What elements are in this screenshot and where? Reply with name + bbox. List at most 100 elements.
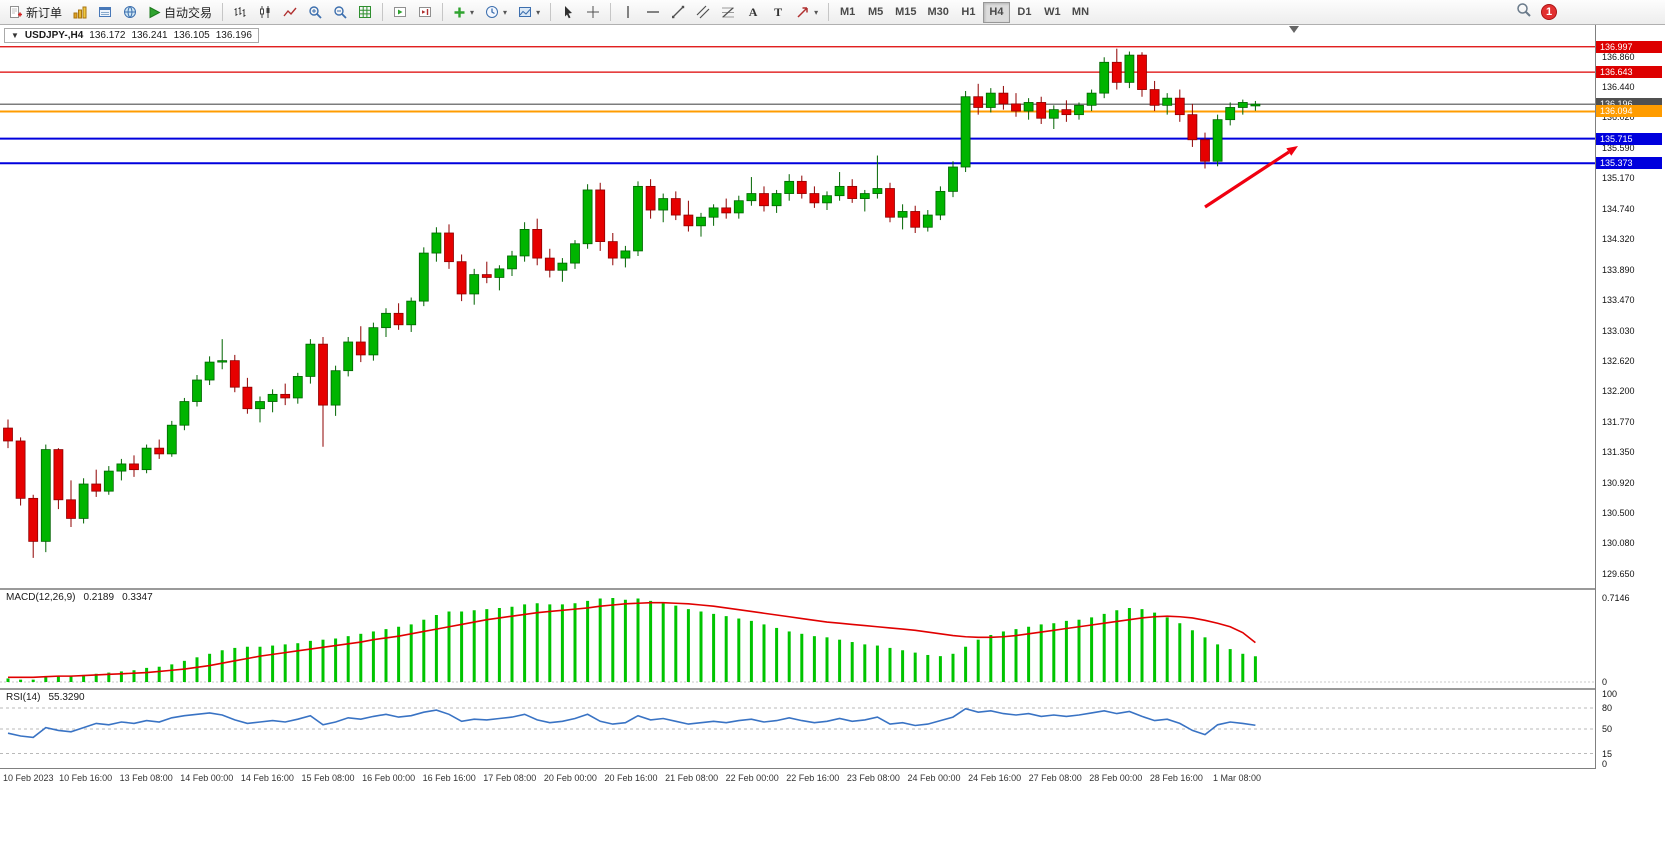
time-axis-label: 21 Feb 08:00 [665,773,719,783]
crosshair-button[interactable] [581,2,605,23]
bar-chart-icon [233,5,247,19]
macd-label: MACD(12,26,9) 0.2189 0.3347 [6,592,153,603]
text-tool-button[interactable]: A [741,2,765,23]
price-axis-label: 134.740 [1602,203,1635,214]
arrow-tool-icon [796,5,810,19]
chevron-down-icon: ▾ [814,7,819,17]
rsi-panel-canvas[interactable] [0,690,1595,768]
channel-button[interactable] [691,2,715,23]
horizontal-line-button[interactable] [641,2,665,23]
rsi-name: RSI(14) [6,692,41,703]
indicator-plus-icon [453,6,466,19]
zoom-out-button[interactable] [328,2,352,23]
template-image-icon [518,5,532,19]
timeframe-h1-button[interactable]: H1 [955,2,982,23]
timeframe-group: M1 M5 M15 M30 H1 H4 D1 W1 MN [834,1,1094,23]
time-axis-label: 20 Feb 00:00 [543,773,597,783]
toolbar-separator [382,3,384,21]
auto-trading-button[interactable]: 自动交易 [143,2,217,23]
chevron-down-icon: ▾ [470,7,475,17]
label-tool-icon: T [774,4,783,19]
macd-axis-label: 0 [1602,677,1608,687]
fibonacci-button[interactable] [716,2,740,23]
time-axis[interactable]: 10 Feb 2023 10 Feb 16:00 13 Feb 08:00 14 Fe… [0,770,1595,790]
notification-badge[interactable]: 1 [1541,4,1557,20]
strategy-tester-icon [123,5,137,19]
price-tag: 135.715 [1596,132,1662,145]
vertical-line-button[interactable] [616,2,640,23]
toolbar-separator [222,3,224,21]
price-tag: 136.997 [1596,40,1662,53]
price-axis-label: 133.890 [1602,264,1635,275]
market-watch-icon [73,5,87,19]
time-axis-label: 28 Feb 16:00 [1149,773,1203,783]
timeframe-m5-button[interactable]: M5 [862,2,889,23]
rsi-label: RSI(14) 55.3290 [6,692,85,703]
timeframe-d1-button[interactable]: D1 [1011,2,1038,23]
time-axis-label: 15 Feb 08:00 [301,773,355,783]
price-axis-label: 135.590 [1602,142,1635,153]
data-window-button[interactable] [93,2,117,23]
time-axis-label: 14 Feb 16:00 [240,773,294,783]
line-chart-button[interactable] [278,2,302,23]
chart-shift-icon [418,5,432,19]
main-chart-canvas[interactable] [0,25,1595,588]
timeframe-h4-button[interactable]: H4 [982,1,1010,23]
macd-name: MACD(12,26,9) [6,592,76,603]
indicators-button[interactable]: ▾ [448,2,479,23]
periods-button[interactable]: ▾ [480,2,512,23]
auto-scroll-icon [393,5,407,19]
chart-symbol-label: USDJPY-,H4 [24,30,84,41]
new-order-button[interactable]: 新订单 [4,2,67,23]
one-click-trading-toggle[interactable]: ▼ [11,31,19,40]
timeframe-w1-button[interactable]: W1 [1039,2,1066,23]
search-icon[interactable] [1516,2,1531,22]
time-axis-label: 24 Feb 16:00 [968,773,1022,783]
timeframe-m1-button[interactable]: M1 [834,2,861,23]
chart-shift-button[interactable] [413,2,437,23]
price-axis[interactable]: 136.860136.440136.020135.590135.170134.7… [1595,25,1665,769]
timeframe-m30-button[interactable]: M30 [923,2,954,23]
trendline-button[interactable] [666,2,690,23]
strategy-tester-button[interactable] [118,2,142,23]
tile-windows-button[interactable] [353,2,377,23]
price-tag: 136.643 [1596,66,1662,79]
arrows-tool-button[interactable]: ▾ [791,2,823,23]
price-tag: 136.094 [1596,105,1662,118]
cursor-button[interactable] [556,2,580,23]
timeframe-m15-button[interactable]: M15 [890,2,921,23]
time-axis-label: 23 Feb 08:00 [846,773,900,783]
market-watch-button[interactable] [68,2,92,23]
templates-button[interactable]: ▾ [513,2,545,23]
price-axis-label: 132.620 [1602,355,1635,366]
macd-signal-value: 0.3347 [122,592,153,603]
rsi-axis-label: 50 [1602,724,1613,734]
zoom-out-icon [333,5,347,19]
new-order-label: 新订单 [26,5,63,20]
trendline-icon [671,5,685,19]
auto-scroll-button[interactable] [388,2,412,23]
timeframe-mn-button[interactable]: MN [1067,2,1094,23]
price-axis-label: 134.320 [1602,233,1635,244]
toolbar-separator [550,3,552,21]
price-axis-label: 133.030 [1602,326,1635,337]
candlestick-chart-button[interactable] [253,2,277,23]
price-tag: 135.373 [1596,157,1662,170]
zoom-in-button[interactable] [303,2,327,23]
price-axis-label: 132.200 [1602,385,1635,396]
bar-chart-button[interactable] [228,2,252,23]
chart-shift-marker[interactable] [1289,26,1299,33]
price-axis-label: 130.080 [1602,537,1635,548]
crosshair-icon [586,5,600,19]
label-tool-button[interactable]: T [766,2,790,23]
panel-splitter[interactable] [0,588,1595,590]
price-axis-label: 131.350 [1602,446,1635,457]
macd-panel-canvas[interactable] [0,590,1595,688]
price-axis-label: 135.170 [1602,172,1635,183]
toolbar-right: 1 [1516,2,1661,22]
chart-window: ▼ USDJPY-,H4 136.172 136.241 136.105 136… [0,25,1665,790]
tile-grid-icon [358,5,372,19]
line-chart-icon [283,5,297,19]
panel-splitter[interactable] [0,688,1595,690]
price-axis-label: 136.860 [1602,51,1635,62]
